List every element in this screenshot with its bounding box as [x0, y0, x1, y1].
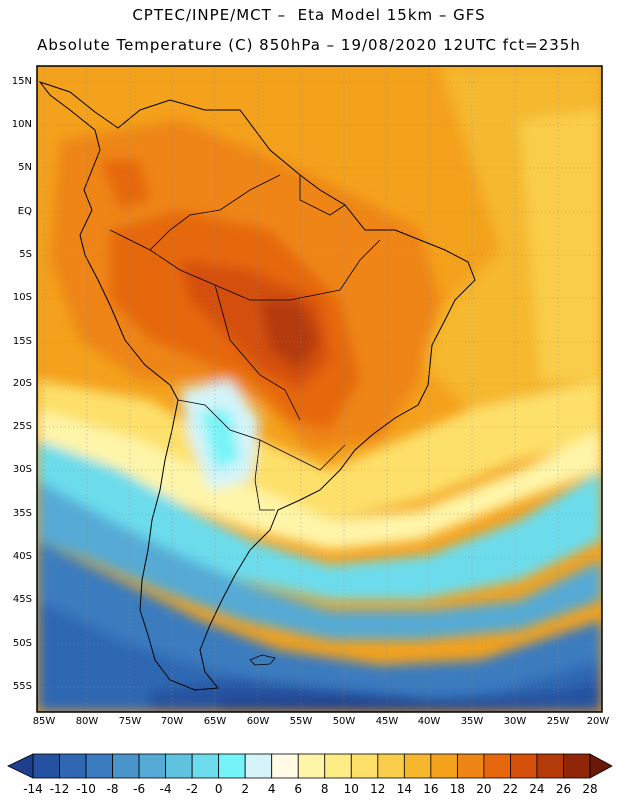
colorbar-label: 18	[449, 782, 466, 796]
colorbar-label: -12	[49, 782, 70, 796]
lat-label: EQ	[17, 206, 32, 217]
colorbar-swatch	[138, 753, 167, 779]
lon-label: 75W	[118, 716, 142, 727]
lon-label: 50W	[332, 716, 356, 727]
colorbar-swatch	[244, 753, 273, 779]
country-borders	[109, 174, 381, 511]
colorbar-label: -6	[133, 782, 146, 796]
lat-label: 15N	[11, 76, 32, 87]
lat-label: 30S	[12, 464, 32, 475]
lon-label: 35W	[460, 716, 484, 727]
lat-label: 10N	[11, 119, 32, 130]
coastline	[38, 81, 476, 691]
colorbar-label: 28	[582, 782, 598, 796]
colorbar-swatch	[324, 753, 352, 779]
colorbar-label: -8	[106, 782, 119, 796]
lon-label: 25W	[546, 716, 570, 727]
colorbar-label: 0	[214, 782, 223, 796]
colorbar-label: 4	[267, 782, 276, 796]
colorbar-swatch	[85, 753, 113, 779]
map-title-line-1: CPTEC/INPE/MCT – Eta Model 15km – GFS	[132, 6, 486, 24]
lon-label: 80W	[75, 716, 99, 727]
colorbar-swatch	[430, 753, 458, 779]
lat-label: 40S	[12, 551, 32, 562]
lon-label: 40W	[417, 716, 441, 727]
lon-label: 55W	[289, 716, 313, 727]
lat-label: 50S	[12, 638, 32, 649]
colorbar	[7, 753, 613, 779]
colorbar-swatch	[350, 753, 379, 779]
temperature-field	[37, 66, 602, 712]
colorbar-swatch	[112, 753, 140, 779]
colorbar-swatch	[271, 753, 299, 779]
colorbar-arrow-low	[7, 753, 34, 779]
colorbar-arrow-high	[589, 753, 613, 779]
colorbar-swatch	[536, 753, 564, 779]
colorbar-swatch	[297, 753, 326, 779]
colorbar-label: 22	[502, 782, 519, 796]
colorbar-label: -10	[76, 782, 96, 796]
lon-label: 20W	[586, 716, 610, 727]
colorbar-swatch	[510, 753, 538, 779]
lon-label: 45W	[375, 716, 399, 727]
lat-label: 20S	[12, 378, 32, 389]
colorbar-swatch	[483, 753, 511, 779]
colorbar-label: 12	[370, 782, 386, 796]
lon-label: 65W	[203, 716, 227, 727]
colorbar-swatch	[191, 753, 220, 779]
colorbar-swatch	[377, 753, 405, 779]
lat-label: 35S	[12, 508, 32, 519]
lat-label: 25S	[12, 421, 32, 432]
map-frame	[36, 65, 603, 713]
lat-label: 45S	[12, 594, 32, 605]
map-title-line-2: Absolute Temperature (C) 850hPa – 19/08/…	[37, 36, 581, 54]
colorbar-swatch	[563, 753, 591, 779]
colorbar-label: 24	[529, 782, 545, 796]
lat-label: 55S	[12, 681, 32, 692]
colorbar-swatch	[165, 753, 193, 779]
colorbar-label: 14	[396, 782, 412, 796]
lat-label: 10S	[12, 292, 32, 303]
falkland-islands	[249, 654, 276, 666]
colorbar-label: 20	[476, 782, 492, 796]
colorbar-label: -4	[159, 782, 172, 796]
colorbar-swatch	[59, 753, 87, 779]
colorbar-swatch	[32, 753, 60, 779]
colorbar-label: 26	[555, 782, 572, 796]
colorbar-label: 6	[294, 782, 303, 796]
colorbar-swatch	[456, 753, 485, 779]
lon-label: 70W	[160, 716, 184, 727]
colorbar-label: 16	[423, 782, 439, 796]
colorbar-label: -2	[186, 782, 199, 796]
colorbar-label: -14	[23, 782, 43, 796]
lat-label: 5S	[19, 249, 32, 260]
lat-label: 15S	[12, 336, 32, 347]
colorbar-label: 8	[320, 782, 329, 796]
lon-label: 30W	[503, 716, 527, 727]
colorbar-swatch	[403, 753, 432, 779]
colorbar-swatch	[218, 753, 246, 779]
lon-label: 85W	[32, 716, 56, 727]
lat-label: 5N	[18, 162, 32, 173]
colorbar-label: 10	[343, 782, 359, 796]
lon-label: 60W	[246, 716, 270, 727]
colorbar-label: 2	[241, 782, 249, 796]
